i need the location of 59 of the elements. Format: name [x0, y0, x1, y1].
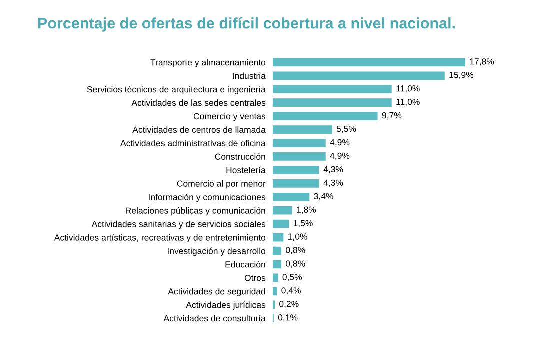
bar: [272, 85, 392, 94]
data-label: 9,7%: [382, 112, 402, 120]
bar: [272, 220, 290, 228]
chart-title: Porcentaje de ofertas de difícil cobertura a nivel nacional.: [38, 17, 455, 32]
y-tick-label: Actividades artísticas, recreativas y de entretenimiento: [54, 234, 266, 243]
bar: [272, 98, 392, 108]
y-tick-label: Servicios técnicos de arquitectura e ingeniería: [87, 86, 266, 94]
bar: [272, 152, 326, 161]
data-label: 0,4%: [282, 288, 301, 295]
y-tick-label: Información y comunicaciones: [149, 194, 266, 202]
y-tick-label: Actividades de centros de llamada: [132, 126, 266, 134]
bar: [272, 112, 378, 120]
data-label: 4,9%: [330, 152, 350, 160]
data-label: 5,5%: [336, 126, 356, 134]
data-label: 17,8%: [470, 58, 494, 66]
bar: [272, 233, 284, 242]
y-tick-label: Hostelería: [226, 166, 266, 174]
bar: [272, 206, 292, 215]
y-tick-label: Actividades de consultoría: [164, 315, 266, 322]
y-tick-label: Transporte y almacenamiento: [150, 59, 266, 68]
y-tick-label: Actividades administrativas de oficina: [120, 140, 266, 147]
y-tick-label: Actividades jurídicas: [186, 302, 266, 310]
data-label: 1,5%: [294, 220, 313, 228]
data-label: 1,0%: [288, 234, 308, 241]
bar: [272, 260, 282, 269]
y-tick-label: Construcción: [215, 153, 266, 160]
data-label: 1,8%: [297, 206, 316, 214]
data-label: 0,5%: [282, 274, 302, 282]
data-label: 4,3%: [324, 180, 344, 188]
bar: [272, 72, 445, 80]
bar: [272, 274, 278, 282]
y-tick-label: Comercio y ventas: [194, 113, 266, 122]
data-label: 4,9%: [330, 139, 350, 147]
bar: [272, 192, 310, 202]
data-label: 3,4%: [314, 193, 334, 201]
data-label: 0,8%: [286, 260, 306, 268]
y-tick-label: Actividades de las sedes centrales: [132, 100, 266, 106]
y-tick-label: Actividades de seguridad: [168, 288, 266, 296]
bar: [272, 166, 320, 174]
y-tick-label: Actividades sanitarias y de servicios sociales: [92, 220, 266, 230]
bar: [272, 139, 326, 148]
y-tick-label: Relaciones públicas y comunicación: [126, 207, 266, 216]
bar: [272, 246, 282, 256]
y-tick-label: Investigación y desarrollo: [168, 248, 266, 256]
y-tick-label: Industria: [233, 72, 266, 80]
data-label: 0,8%: [286, 247, 306, 254]
y-tick-label: Educación: [226, 261, 266, 268]
bar: [272, 126, 332, 134]
bar: [272, 58, 466, 67]
y-tick-label: Otros: [244, 275, 266, 282]
bar: [272, 300, 276, 310]
y-tick-label: Comercio al por menor: [177, 180, 266, 189]
data-label: 11,0%: [396, 98, 420, 106]
data-label: 0,2%: [280, 301, 299, 308]
data-label: 11,0%: [396, 86, 420, 93]
data-label: 4,3%: [324, 166, 344, 174]
data-label: 0,1%: [278, 314, 298, 322]
data-label: 15,9%: [450, 72, 474, 80]
bar: [272, 179, 320, 188]
